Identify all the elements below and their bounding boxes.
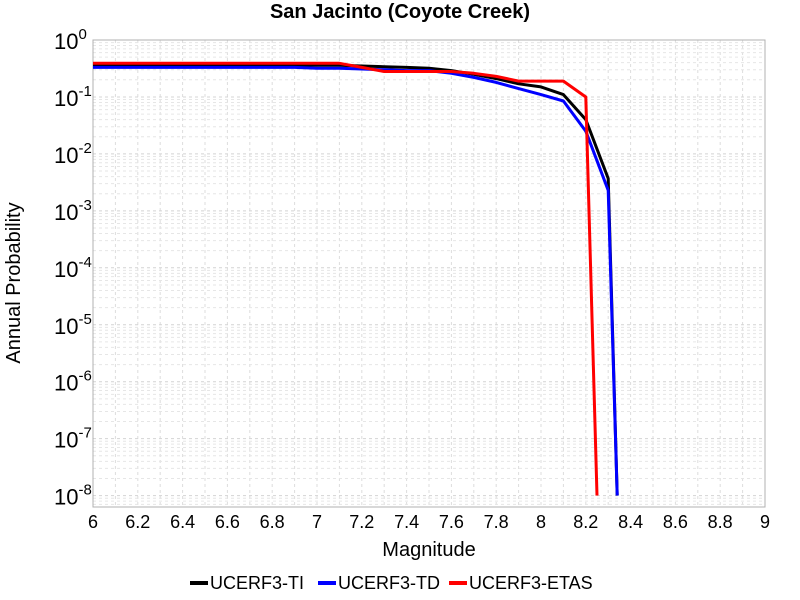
x-tick-label: 7.2 (349, 512, 374, 532)
y-tick-exponent: -1 (78, 83, 91, 100)
y-tick-label: 10-4 (54, 254, 92, 282)
series-line-ucerf3-etas (93, 61, 599, 496)
x-tick-label: 7 (312, 512, 322, 532)
y-tick-base: 10 (54, 371, 78, 396)
legend-label: UCERF3-TI (210, 573, 304, 593)
y-tick-base: 10 (54, 86, 78, 111)
x-axis-ticks: 6 6.2 6.4 6.6 6.8 7 7.2 7.4 7.6 7.8 8 8.2 8.4 8.6 8.8 9 (88, 512, 770, 532)
y-tick-base: 10 (54, 257, 78, 282)
x-tick-label: 9 (760, 512, 770, 532)
y-tick-exponent: -5 (78, 311, 91, 328)
x-tick-label: 6.6 (215, 512, 240, 532)
grid-lines (92, 39, 766, 507)
y-tick-base: 10 (54, 428, 78, 453)
x-tick-label: 8 (536, 512, 546, 532)
x-tick-label: 6 (88, 512, 98, 532)
y-tick-exponent: -6 (78, 368, 91, 385)
x-tick-label: 8.8 (708, 512, 733, 532)
legend-label: UCERF3-ETAS (469, 573, 593, 593)
y-tick-base: 10 (54, 200, 78, 225)
series-lines (93, 61, 619, 496)
y-tick-label: 10-6 (54, 368, 92, 396)
x-tick-label: 8.2 (573, 512, 598, 532)
y-tick-exponent: -2 (78, 140, 91, 157)
chart-title: San Jacinto (Coyote Creek) (270, 1, 530, 23)
x-tick-label: 7.4 (394, 512, 419, 532)
y-tick-base: 10 (54, 485, 78, 510)
y-tick-base: 10 (54, 314, 78, 339)
x-tick-label: 8.4 (618, 512, 643, 532)
y-tick-base: 10 (54, 29, 78, 54)
y-tick-label: 10-2 (54, 140, 92, 168)
x-tick-label: 6.4 (170, 512, 195, 532)
legend-label: UCERF3-TD (338, 573, 440, 593)
y-tick-label: 10-1 (54, 83, 92, 111)
y-tick-label: 10-7 (54, 425, 92, 453)
x-tick-label: 7.8 (484, 512, 509, 532)
y-tick-base: 10 (54, 143, 78, 168)
y-tick-exponent: -4 (78, 254, 91, 271)
x-axis-label: Magnitude (382, 539, 475, 561)
y-tick-label: 10-3 (54, 197, 92, 225)
series-line-ucerf3-td (93, 65, 619, 496)
y-tick-label: 10-5 (54, 311, 92, 339)
y-tick-exponent: -3 (78, 197, 91, 214)
y-tick-label: 100 (54, 26, 87, 54)
x-tick-label: 8.6 (663, 512, 688, 532)
legend: UCERF3-TI UCERF3-TD UCERF3-ETAS (190, 573, 593, 593)
y-tick-exponent: -8 (78, 482, 91, 499)
y-tick-label: 10-8 (54, 482, 92, 510)
plot-area-frame (92, 39, 766, 508)
x-tick-label: 6.8 (260, 512, 285, 532)
y-tick-exponent: -7 (78, 425, 91, 442)
y-axis-label: Annual Probability (3, 202, 25, 363)
x-tick-label: 7.6 (439, 512, 464, 532)
y-tick-exponent: 0 (78, 26, 86, 43)
x-tick-label: 6.2 (125, 512, 150, 532)
